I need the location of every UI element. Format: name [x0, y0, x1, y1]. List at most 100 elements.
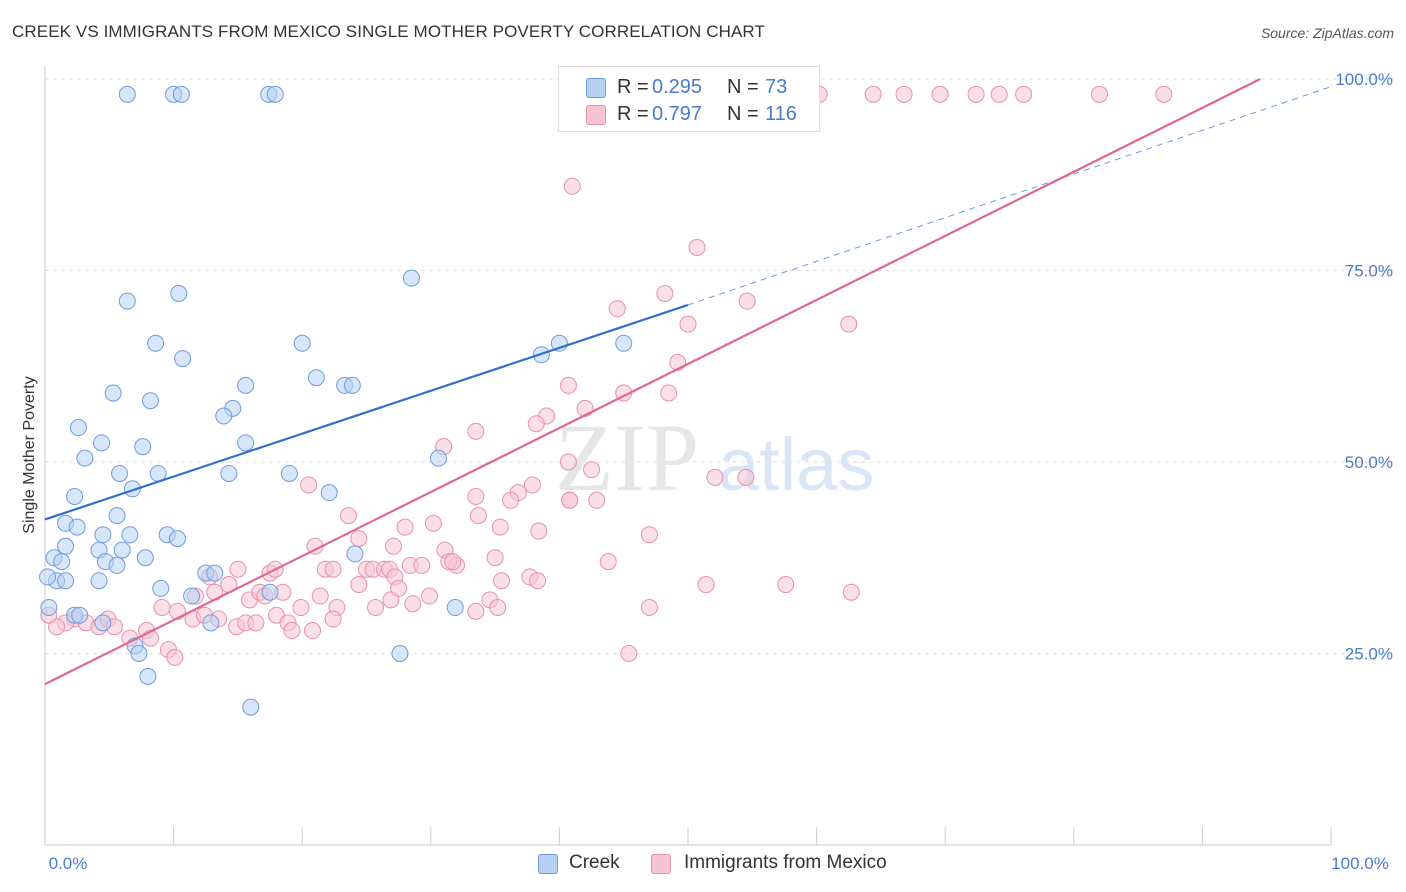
mexico-point — [697, 576, 715, 594]
mexico-point — [640, 599, 658, 617]
mexico-point — [588, 491, 606, 509]
creek-point — [237, 434, 255, 452]
creek-point — [66, 487, 84, 505]
mexico-point — [529, 572, 547, 590]
y-tick-label: 25.0% — [1345, 645, 1393, 664]
creek-point — [141, 392, 159, 410]
mexico-point — [367, 599, 385, 617]
watermark-atlas: atlas — [718, 423, 874, 506]
mexico-point — [660, 384, 678, 402]
creek-point — [183, 587, 201, 605]
creek-point — [147, 334, 165, 352]
mexico-point — [527, 415, 545, 433]
mexico-point — [840, 315, 858, 333]
mexico-point — [390, 579, 408, 597]
mexico-point — [424, 514, 442, 532]
mexico-point — [706, 468, 724, 486]
creek-trend-extension — [687, 86, 1332, 306]
x-tick-label: 100.0% — [1331, 854, 1389, 873]
mexico-point — [1015, 85, 1033, 103]
mexico-point — [247, 614, 265, 632]
creek-swatch — [586, 78, 606, 98]
mexico-point — [404, 595, 422, 613]
legend-row-creek: R = 0.295 N = 73 — [559, 74, 819, 102]
creek-point — [69, 419, 87, 437]
mexico-point — [324, 610, 342, 628]
mexico-point — [679, 315, 697, 333]
mexico-point — [396, 518, 414, 536]
creek-point — [53, 553, 71, 571]
mexico-point — [421, 587, 439, 605]
creek-point — [280, 464, 298, 482]
creek-legend-label: Creek — [569, 852, 620, 873]
mexico-point — [738, 292, 756, 310]
creek-point — [266, 85, 284, 103]
mexico-point — [777, 576, 795, 594]
creek-point — [93, 434, 111, 452]
creek-point — [118, 292, 136, 310]
mexico-point — [489, 599, 507, 617]
creek-point — [242, 698, 260, 716]
mexico-point — [467, 487, 485, 505]
mexico-point — [350, 576, 368, 594]
creek-point — [170, 284, 188, 302]
mexico-point — [737, 468, 755, 486]
creek-point — [220, 464, 238, 482]
creek-point — [90, 572, 108, 590]
mexico-point — [491, 518, 509, 536]
trend-lines — [44, 78, 1332, 686]
mexico-point — [688, 239, 706, 257]
mexico-point — [620, 645, 638, 662]
creek-point — [168, 530, 186, 548]
creek-point — [261, 583, 279, 601]
creek-point — [446, 599, 464, 617]
legend-row-mexico: R = 0.797 N = 116 — [559, 101, 819, 129]
legend-r-value: 0.797 — [652, 103, 703, 125]
mexico-point — [467, 422, 485, 440]
mexico-point — [656, 284, 674, 302]
mexico-point — [469, 507, 487, 525]
mexico-point — [561, 491, 579, 509]
creek-point — [615, 334, 633, 352]
creek-point — [202, 614, 220, 632]
x-tick-label: 0.0% — [49, 854, 88, 873]
mexico-point — [931, 85, 949, 103]
mexico-point — [413, 556, 431, 574]
creek-trend-line — [44, 303, 689, 521]
mexico-point — [486, 549, 504, 567]
mexico-point — [559, 453, 577, 471]
creek-point — [134, 438, 152, 456]
creek-point — [118, 85, 136, 103]
creek-point — [307, 369, 325, 387]
mexico-point — [324, 560, 342, 578]
creek-point — [320, 484, 338, 502]
creek-point — [68, 518, 86, 536]
creek-point — [104, 384, 122, 402]
correlation-legend: R = 0.295 N = 73 R = 0.797 N = 116 — [558, 66, 820, 132]
creek-point — [172, 85, 190, 103]
creek-point — [39, 568, 57, 586]
axes — [44, 65, 1332, 846]
creek-point — [71, 606, 89, 624]
mexico-point — [990, 85, 1008, 103]
mexico-point — [967, 85, 985, 103]
legend-n-value: 73 — [765, 76, 788, 98]
creek-point — [346, 545, 364, 563]
legend-r-value: 0.295 — [652, 76, 703, 98]
mexico-point — [350, 530, 368, 548]
creek-point — [430, 449, 448, 467]
mexico-point — [1091, 85, 1109, 103]
tick-labels: 25.0% 50.0% 75.0% 100.0% 0.0% 100.0% — [49, 70, 1393, 873]
creek-point — [403, 269, 421, 287]
mexico-point — [530, 522, 548, 540]
mexico-point — [311, 587, 329, 605]
legend-n-label: N = — [727, 76, 759, 98]
mexico-point — [292, 599, 310, 617]
creek-point — [139, 667, 157, 685]
mexico-legend-swatch — [651, 854, 671, 874]
source-label: Source: ZipAtlas.com — [1260, 25, 1394, 41]
mexico-point — [559, 376, 577, 394]
creek-point — [152, 579, 170, 597]
creek-point — [136, 549, 154, 567]
